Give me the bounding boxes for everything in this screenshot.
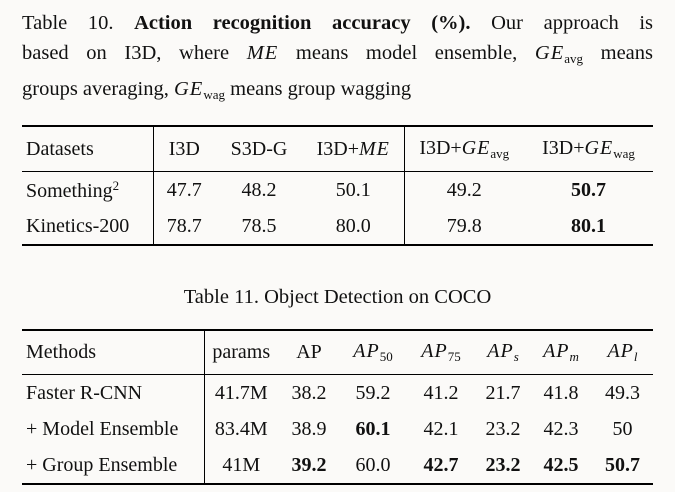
cell: 41.7M <box>214 381 268 404</box>
caption-prefix: Table 11. <box>183 286 259 308</box>
table10-action-recognition: Datasets I3D S3D-G I3D+ME I3D+GEavg I3D+… <box>22 125 653 246</box>
table11-object-detection: Methods params AP AP50 AP75 APs APm APl … <box>22 329 653 485</box>
caption-text: groups averaging, <box>22 78 169 100</box>
method-label: Faster R-CNN <box>22 374 205 411</box>
cell-best: 50.7 <box>571 178 606 201</box>
col-header-i3d-me: I3D+ME <box>303 126 405 172</box>
cell-best: 39.2 <box>291 453 327 476</box>
cell: 49.3 <box>605 381 640 404</box>
col-header-apl: APl <box>607 340 638 364</box>
cell: 59.2 <box>355 381 391 404</box>
table-row: + Model Ensemble 83.4M 38.9 60.1 42.1 23… <box>22 411 653 447</box>
method-label: + Model Ensemble <box>22 411 205 447</box>
cell: 83.4M <box>214 417 268 440</box>
cell-best: 23.2 <box>485 453 521 476</box>
cell: 42.1 <box>423 417 459 440</box>
table-row: + Group Ensemble 41M 39.2 60.0 42.7 23.2… <box>22 447 653 484</box>
col-header-ap: AP <box>296 341 322 363</box>
method-label: + Group Ensemble <box>22 447 205 484</box>
caption-text: means <box>600 42 653 64</box>
table11-header-row: Methods params AP AP50 AP75 APs APm APl <box>22 330 653 375</box>
col-header-methods: Methods <box>22 330 205 375</box>
caption-title: Action recognition accuracy (%). <box>134 12 471 34</box>
math-GE-avg: GEavg <box>534 42 584 66</box>
table11-caption: Table 11. Object Detection on COCO <box>22 282 653 312</box>
math-ME: ME <box>246 42 279 64</box>
cell: 47.7 <box>166 178 202 201</box>
table10-caption-line3: groups averaging, GEwag means group wagg… <box>22 74 653 110</box>
table-row: Faster R-CNN 41.7M 38.2 59.2 41.2 21.7 4… <box>22 374 653 411</box>
col-header-i3d-ge-avg: I3D+GEavg <box>419 136 510 161</box>
cell: 49.2 <box>446 178 482 201</box>
cell: 48.2 <box>241 178 277 201</box>
cell: 79.8 <box>446 214 482 237</box>
col-header-apm: APm <box>543 340 579 364</box>
math-GE-wag: GEwag <box>174 78 225 102</box>
col-header-aps: APs <box>487 340 519 364</box>
cell-best: 80.1 <box>571 214 606 237</box>
dataset-label-kinetics: Kinetics-200 <box>22 208 154 245</box>
caption-text: based on I3D, where <box>22 42 230 64</box>
cell: 80.0 <box>303 208 405 245</box>
cell: 38.9 <box>291 417 327 440</box>
cell: 78.5 <box>241 214 277 237</box>
col-header-datasets: Datasets <box>22 126 154 172</box>
caption-prefix: Table 10. <box>22 12 114 34</box>
cell-best: 50.7 <box>605 453 640 476</box>
cell: 78.7 <box>166 214 202 237</box>
caption-text: means model ensemble, <box>295 42 518 64</box>
col-header-i3d-ge-wag: I3D+GEwag <box>542 136 635 161</box>
cell: 60.0 <box>355 453 391 476</box>
caption-text: means group wagging <box>230 78 412 100</box>
dataset-label-something: Something2 <box>22 171 154 208</box>
cell: 42.3 <box>543 417 579 440</box>
cell: 50 <box>612 417 633 440</box>
cell: 41.8 <box>543 381 579 404</box>
col-header-params: params <box>212 341 271 363</box>
cell: 23.2 <box>485 417 521 440</box>
col-header-s3dg: S3D-G <box>230 137 288 160</box>
cell: 41M <box>222 453 261 476</box>
col-header-i3d: I3D <box>168 137 200 160</box>
cell: 38.2 <box>291 381 327 404</box>
caption-text: Our approach is <box>491 12 653 34</box>
table-row: Kinetics-200 78.7 78.5 80.0 79.8 80.1 <box>22 208 653 245</box>
cell-best: 60.1 <box>355 417 391 440</box>
table10-header-row: Datasets I3D S3D-G I3D+ME I3D+GEavg I3D+… <box>22 126 653 172</box>
caption-text: on COCO <box>408 286 492 308</box>
table-row: Something2 47.7 48.2 50.1 49.2 50.7 <box>22 171 653 208</box>
cell-best: 42.5 <box>543 453 579 476</box>
cell: 21.7 <box>485 381 521 404</box>
col-header-ap50: AP50 <box>353 340 393 364</box>
caption-title: Object Detection <box>264 286 404 308</box>
cell: 50.1 <box>303 171 405 208</box>
table10-caption: Table 10. Action recognition accuracy (%… <box>22 8 653 110</box>
cell: 41.2 <box>423 381 459 404</box>
table10-caption-line2: based on I3D, where ME means model ensem… <box>22 38 653 74</box>
col-header-ap75: AP75 <box>421 340 461 364</box>
table10-caption-line1: Table 10. Action recognition accuracy (%… <box>22 8 653 38</box>
cell-best: 42.7 <box>423 453 459 476</box>
